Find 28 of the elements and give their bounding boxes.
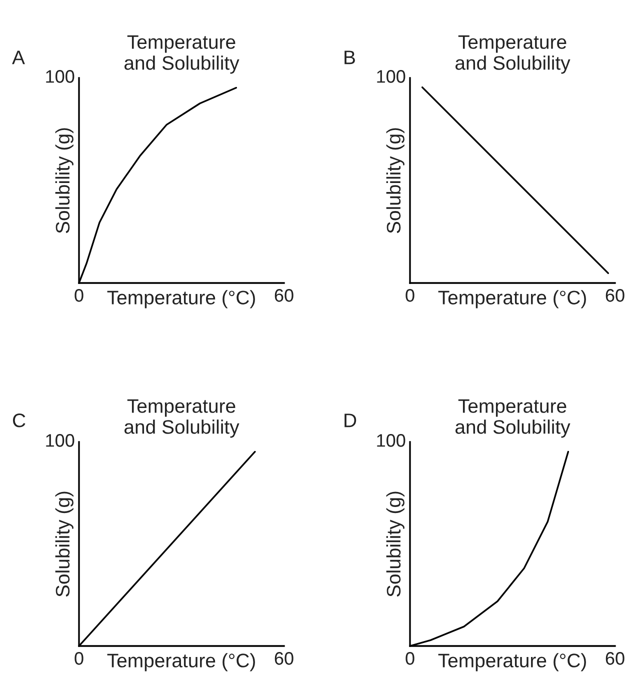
- text: 100: [377, 434, 406, 447]
- text: B: [344, 50, 355, 64]
- x-tick-label: 60: [606, 652, 624, 665]
- x-tick-label: 60: [606, 289, 624, 302]
- y-axis-title: Solubility (g): [386, 492, 404, 597]
- x-tick-label: 60: [274, 289, 294, 302]
- chart-title: Temperature and Solubility: [456, 35, 570, 74]
- text: D: [344, 414, 356, 428]
- chart-title: Temperature and Solubility: [124, 399, 240, 438]
- chart-title: Temperature and Solubility: [456, 399, 570, 438]
- chart-title: Temperature and Solubility: [124, 35, 240, 74]
- x-axis-title: Temperature (°C): [438, 290, 586, 308]
- x-axis-title: Temperature (°C): [107, 290, 255, 308]
- x-tick-label: 0: [406, 652, 414, 665]
- x-tick-label: 0: [74, 289, 84, 302]
- text: 100: [46, 434, 74, 447]
- y-axis-title: Solubility (g): [386, 128, 404, 234]
- y-axis-title: Solubility (g): [55, 128, 74, 234]
- x-axis-title: Temperature (°C): [438, 653, 586, 672]
- y-axis-title: Solubility (g): [55, 492, 74, 597]
- x-tick-label: 60: [274, 652, 294, 665]
- x-tick-label: 0: [406, 289, 414, 302]
- text: 100: [46, 70, 74, 83]
- text: 100: [377, 70, 406, 83]
- text: C: [12, 414, 26, 428]
- x-tick-label: 0: [74, 652, 84, 665]
- x-axis-title: Temperature (°C): [107, 653, 255, 672]
- text: A: [12, 50, 25, 64]
